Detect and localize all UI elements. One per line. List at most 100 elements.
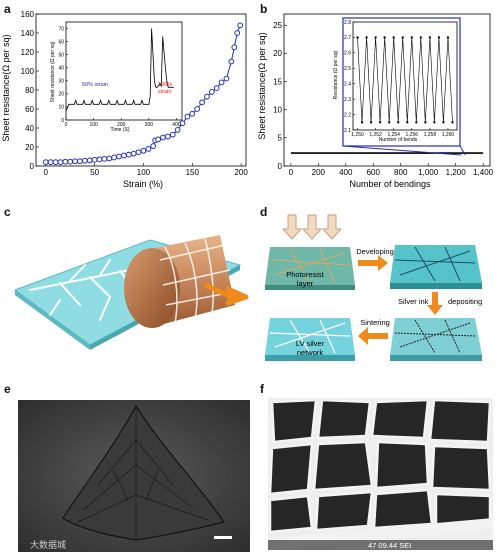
panel-b-ytick-label: 20	[273, 49, 282, 58]
panel-b-ytick-label: 15	[273, 77, 282, 86]
panel-a-inset: 0 100 200 300 400 0 10 20 30 40 50 60 70	[58, 21, 183, 128]
inset-b-xlabel: Number of bends	[379, 137, 418, 143]
panel-a-data-point	[174, 126, 181, 133]
panel-a-ytick-label: 100	[21, 67, 35, 76]
panel-a-ytick-label: 140	[21, 29, 35, 38]
panel-a-data-point	[106, 155, 113, 162]
panel-a-xlabel: Strain (%)	[123, 179, 163, 189]
inset-b-data-point	[410, 36, 413, 39]
panel-b-xtick-label: 1,200	[446, 168, 467, 177]
panel-a-data-point	[81, 157, 88, 164]
inset-a-series-line	[65, 28, 174, 112]
tile-developed	[390, 245, 482, 289]
panel-a-data-point	[77, 158, 83, 165]
inset-b-xtick-label: 1,256	[406, 132, 419, 138]
panel-a-data-point	[194, 106, 201, 112]
inset-a-ytick-label: 20	[58, 92, 64, 98]
inset-a-xtick-label: 200	[117, 122, 126, 128]
panel-b-xtick-label: 400	[339, 168, 353, 177]
panel-b-frame	[283, 13, 491, 167]
panel-a-ytick-label: 0	[30, 162, 35, 171]
panel-b-ytick-label: 5	[278, 134, 283, 143]
panel-letter-a: a	[4, 2, 11, 16]
panel-a-xtick-label: 200	[234, 168, 248, 177]
inset-b-data-point	[419, 36, 422, 39]
panel-a-ytick-label: 120	[21, 48, 35, 57]
panel-b-xtick-label: 0	[289, 168, 294, 177]
panel-a-data-point	[145, 146, 152, 152]
panel-a-data-point	[57, 159, 64, 166]
tile-deposited	[390, 318, 482, 361]
inset-b-frame-blue	[342, 17, 461, 147]
inset-b-data-point	[374, 36, 377, 39]
label-silver-ink: Silver ink	[398, 297, 429, 306]
panel-a-data-point	[125, 151, 132, 158]
panel-a-data-point	[52, 159, 59, 166]
arrow-developing	[358, 255, 388, 271]
arrow-depositing	[427, 292, 443, 315]
arrow-sintering	[358, 327, 388, 345]
panel-letter-f: f	[260, 382, 264, 396]
inset-b-data-point	[415, 121, 418, 124]
panel-a-data-point	[116, 153, 122, 160]
panel-a-ytick-label: 40	[25, 124, 34, 133]
inset-b-ytick-label: 2.7	[344, 35, 351, 41]
inset-b-data-point	[424, 121, 427, 124]
panel-a-data-point	[155, 136, 161, 143]
scale-bar	[214, 536, 232, 539]
inset-a-ytick-label: 70	[58, 26, 64, 32]
panel-a-data-point	[160, 134, 166, 141]
inset-a-annotation-100-line2: strain	[158, 89, 171, 95]
panel-f-sem-image: 47 09.44 SEI	[268, 398, 493, 550]
panel-b-ylabel: Sheet resistance(Ω per sq)	[257, 32, 267, 139]
inset-b-ytick-label: 2.1	[344, 128, 351, 134]
panel-b-xtick-label: 600	[367, 168, 381, 177]
roller-cylinder	[124, 235, 235, 328]
inset-b-data-point	[433, 121, 436, 124]
panel-a-ylabel: Sheet resistance(Ω per sq)	[1, 34, 11, 141]
panel-a-data-point	[96, 156, 103, 163]
panel-a-ytick-label: 160	[21, 10, 35, 19]
tile-photoresist	[265, 247, 355, 290]
label-photoresist-line2: layer	[297, 279, 314, 288]
panel-a-data-point	[204, 93, 210, 100]
panel-b-chart: 0 200 400 600 800 1,000 1,200 1,400 0 5 10 15 20 25 S…	[257, 13, 494, 189]
label-sintering: Sintering	[360, 318, 390, 327]
panel-a-data-point	[135, 149, 142, 156]
inset-a-annotation-50: 50% strain	[82, 82, 108, 88]
panel-a-data-point	[72, 158, 78, 165]
panel-a-data-point	[62, 158, 69, 165]
panel-letter-d: d	[260, 205, 268, 219]
panel-a-data-point	[213, 85, 220, 91]
panel-a-ytick-label: 80	[25, 86, 34, 95]
substrate-edge	[15, 290, 90, 350]
panel-a-xtick-label: 100	[137, 168, 151, 177]
panel-a-data-point	[91, 156, 98, 163]
inset-b-connector	[459, 145, 466, 156]
label-photoresist-line1: Photoresist	[286, 270, 324, 279]
panel-letter-c: c	[4, 205, 11, 219]
sem-cells	[268, 398, 492, 534]
inset-b-ytick-label: 2.8	[344, 20, 351, 26]
panel-a-data-point	[47, 159, 54, 166]
watermark: 大数据城	[30, 539, 66, 550]
panel-a-ytick-label: 20	[25, 143, 34, 152]
inset-a-xlabel: Time (S)	[111, 127, 130, 133]
inset-b-series-line	[357, 37, 453, 123]
inset-b-data-point	[437, 36, 440, 39]
inset-b-data-point	[442, 121, 445, 124]
inset-b-connector	[342, 145, 462, 156]
roller-cap	[124, 248, 180, 328]
inset-a-ytick-label: 30	[58, 79, 64, 85]
panel-a-data-point	[234, 30, 241, 36]
inset-b-xtick-label: 1,250	[351, 132, 364, 138]
panel-a-data-point	[199, 99, 205, 106]
inset-a-frame	[65, 21, 183, 121]
inset-b-frame	[352, 21, 458, 131]
panel-a-data-point	[111, 154, 118, 161]
uv-exposure-arrows	[281, 214, 343, 240]
label-developing: Developing	[356, 247, 394, 256]
inset-b-ytick-label: 2.5	[344, 66, 351, 72]
